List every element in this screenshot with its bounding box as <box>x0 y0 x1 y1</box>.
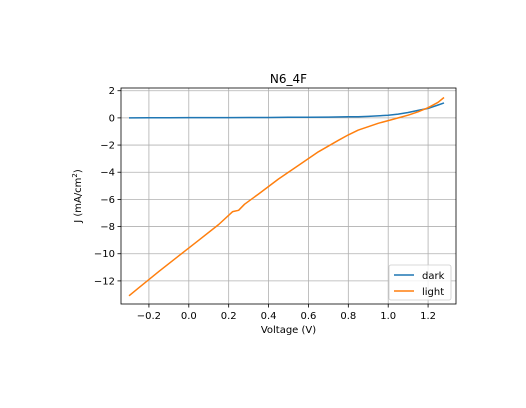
x-axis-label: Voltage (V) <box>261 325 316 336</box>
y-tick-label: −12 <box>94 276 115 287</box>
x-tick-label: 0.2 <box>221 311 237 322</box>
x-tick-label: 1.2 <box>420 311 436 322</box>
y-axis-label-superscript: 2 <box>71 173 79 177</box>
y-axis-label-end: ) <box>73 169 84 173</box>
x-tick-label: 0.0 <box>181 311 197 322</box>
y-tick-label: −8 <box>100 222 115 233</box>
x-tick-label: 0.6 <box>300 311 316 322</box>
plot-frame <box>120 87 457 305</box>
x-tick-label: 0.8 <box>340 311 356 322</box>
x-tick-label: 0.4 <box>261 311 277 322</box>
y-axis-label-main: J (mA/cm <box>73 178 84 224</box>
y-tick-label: 2 <box>109 86 115 97</box>
x-tick-label: 1.0 <box>380 311 396 322</box>
x-tick-label: −0.2 <box>137 311 161 322</box>
y-tick-label: −2 <box>100 141 115 152</box>
series-line-dark <box>128 102 445 119</box>
legend: dark light <box>388 264 452 301</box>
legend-label-light: light <box>422 287 444 298</box>
y-tick-label: −6 <box>100 195 115 206</box>
y-tick-label: −10 <box>94 249 115 260</box>
series-layer <box>128 96 445 297</box>
y-tick-label: −4 <box>100 168 115 179</box>
x-axis: −0.2 0.0 0.2 0.4 0.6 0.8 1.0 1.2 <box>137 304 436 322</box>
y-axis: 2 0 −2 −4 −6 −8 −10 −12 <box>94 86 121 287</box>
legend-label-dark: dark <box>422 271 445 282</box>
y-axis-label: J (mA/cm2) <box>71 169 84 224</box>
chart-title: N6_4F <box>270 72 307 86</box>
series-line-light <box>128 96 445 297</box>
y-tick-label: 0 <box>109 113 115 124</box>
